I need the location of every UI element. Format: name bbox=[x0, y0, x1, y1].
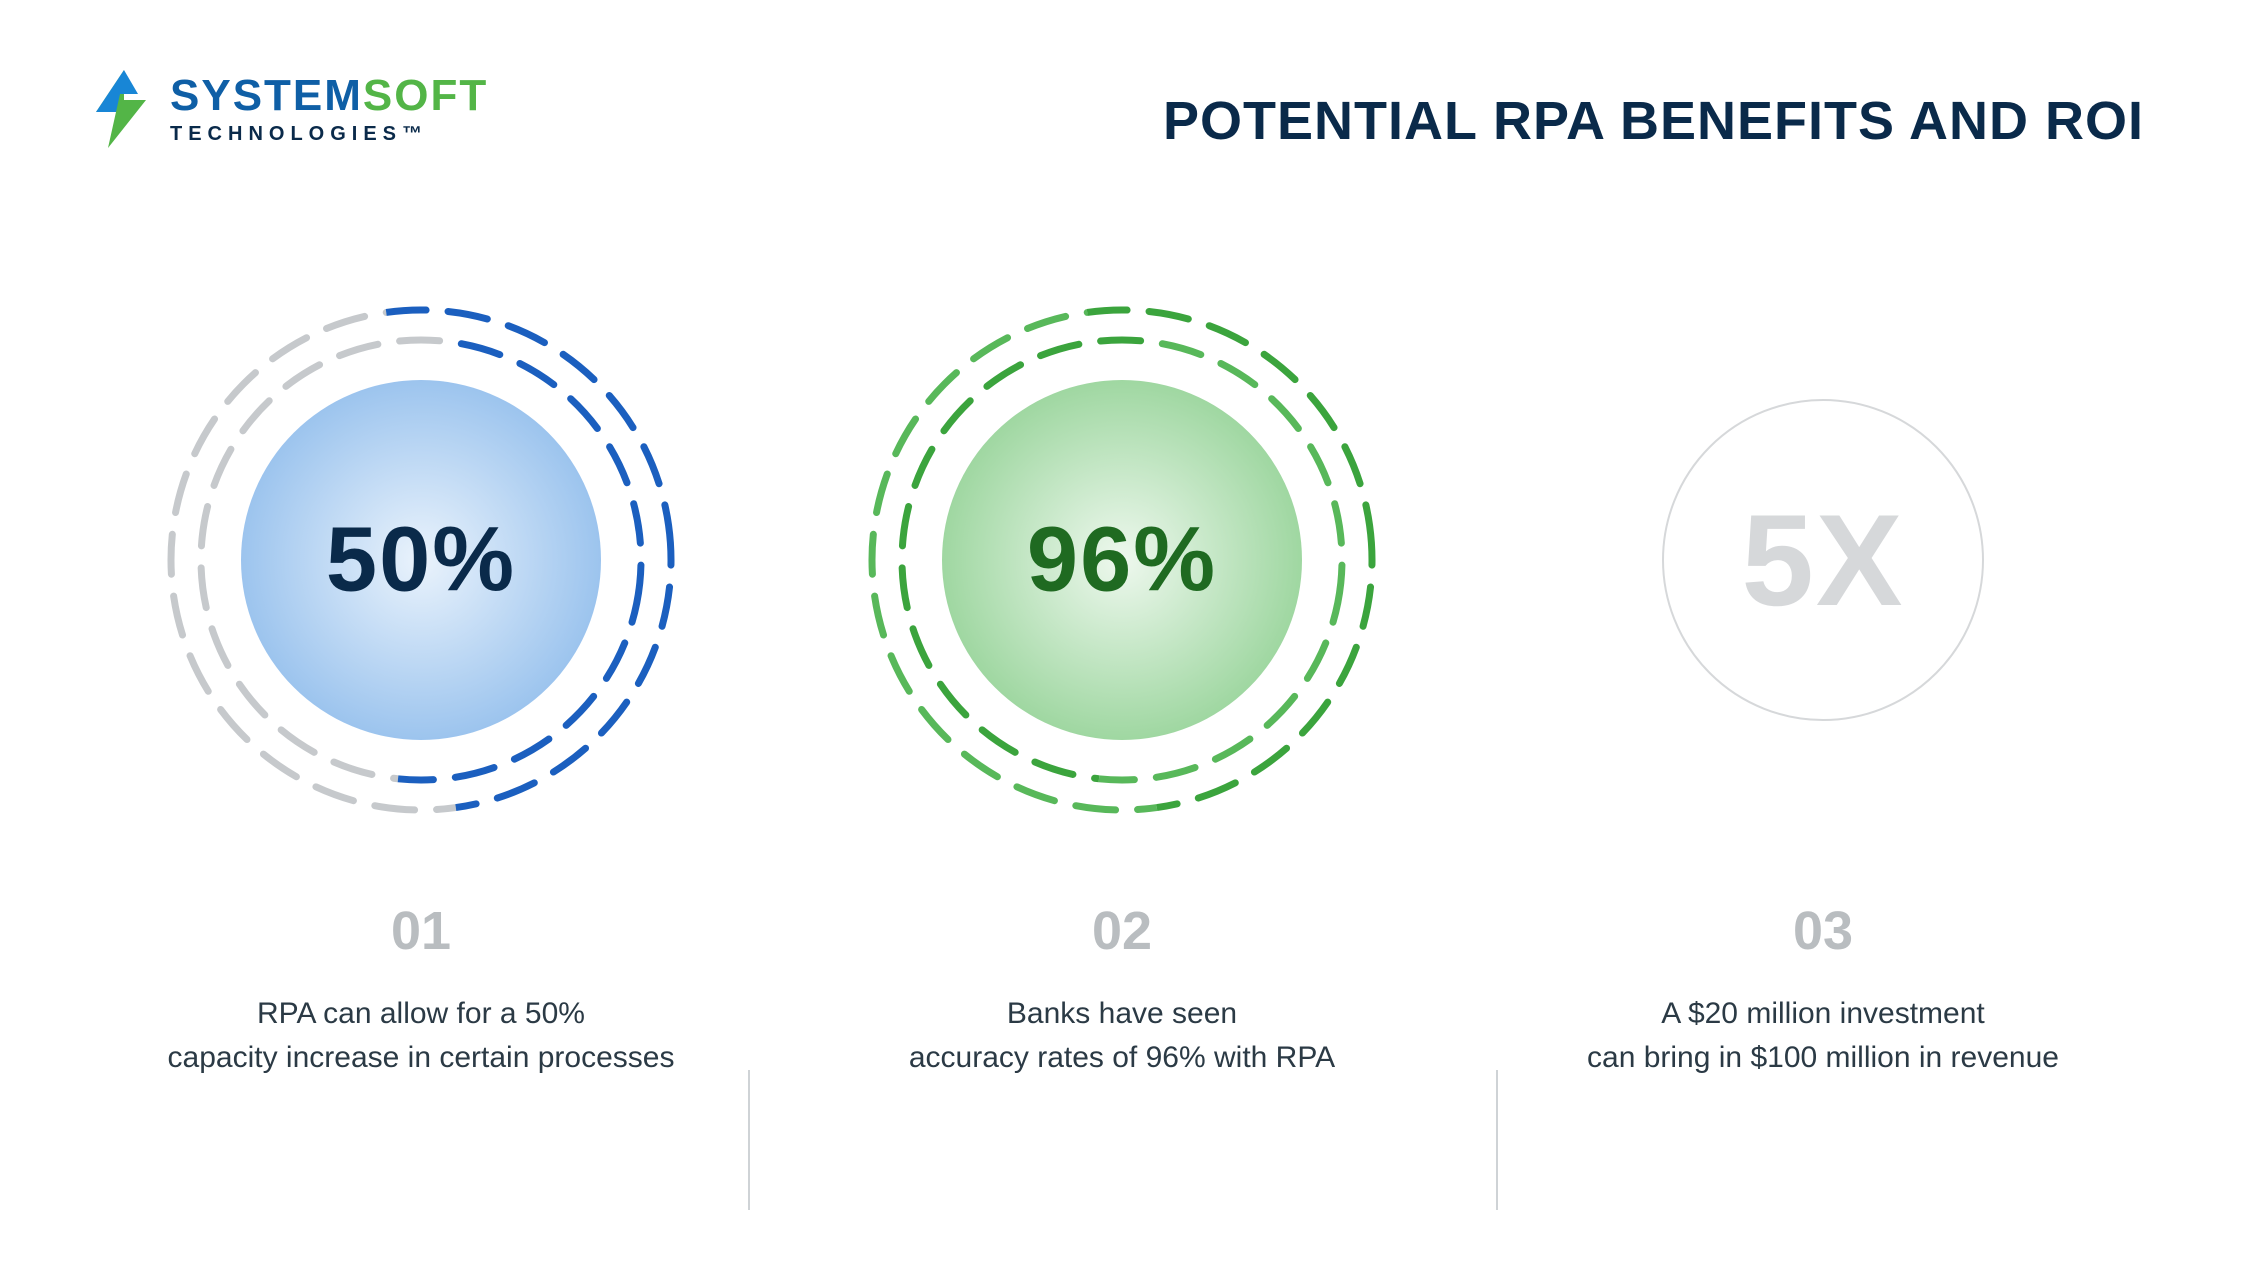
stat-desc-line1: RPA can allow for a 50% bbox=[141, 992, 701, 1036]
stat-ring: 50% bbox=[141, 280, 701, 840]
stat-ring: 96% bbox=[842, 280, 1402, 840]
stat-ring: 5X bbox=[1543, 280, 2103, 840]
stat-number: 01 bbox=[391, 900, 451, 962]
stat-value: 50% bbox=[326, 508, 516, 613]
stat-desc-line1: A $20 million investment bbox=[1543, 992, 2103, 1036]
brand-word2: SOFT bbox=[363, 71, 488, 120]
stat-desc-line1: Banks have seen bbox=[842, 992, 1402, 1036]
stat-item: 96%02Banks have seenaccuracy rates of 96… bbox=[842, 280, 1402, 1079]
brand-word1: SYSTEM bbox=[170, 71, 363, 120]
bolt-icon bbox=[90, 70, 152, 148]
stat-value: 5X bbox=[1741, 485, 1904, 635]
divider-layer bbox=[0, 1050, 2244, 1210]
stat-number: 03 bbox=[1793, 900, 1853, 962]
stat-item: 5X03A $20 million investmentcan bring in… bbox=[1543, 280, 2103, 1079]
brand-logo: SYSTEMSOFT TECHNOLOGIES™ bbox=[90, 70, 488, 148]
brand-subline: TECHNOLOGIES™ bbox=[170, 124, 488, 144]
page-title: POTENTIAL RPA BENEFITS AND ROI bbox=[1163, 90, 2144, 152]
stat-number: 02 bbox=[1092, 900, 1152, 962]
slide: SYSTEMSOFT TECHNOLOGIES™ POTENTIAL RPA B… bbox=[0, 0, 2244, 1265]
items-row: 50%01RPA can allow for a 50%capacity inc… bbox=[0, 280, 2244, 1079]
brand-line1: SYSTEMSOFT bbox=[170, 74, 488, 118]
divider bbox=[748, 1070, 750, 1210]
stat-item: 50%01RPA can allow for a 50%capacity inc… bbox=[141, 280, 701, 1079]
divider bbox=[1496, 1070, 1498, 1210]
stat-value: 96% bbox=[1027, 508, 1217, 613]
brand-text: SYSTEMSOFT TECHNOLOGIES™ bbox=[170, 74, 488, 144]
